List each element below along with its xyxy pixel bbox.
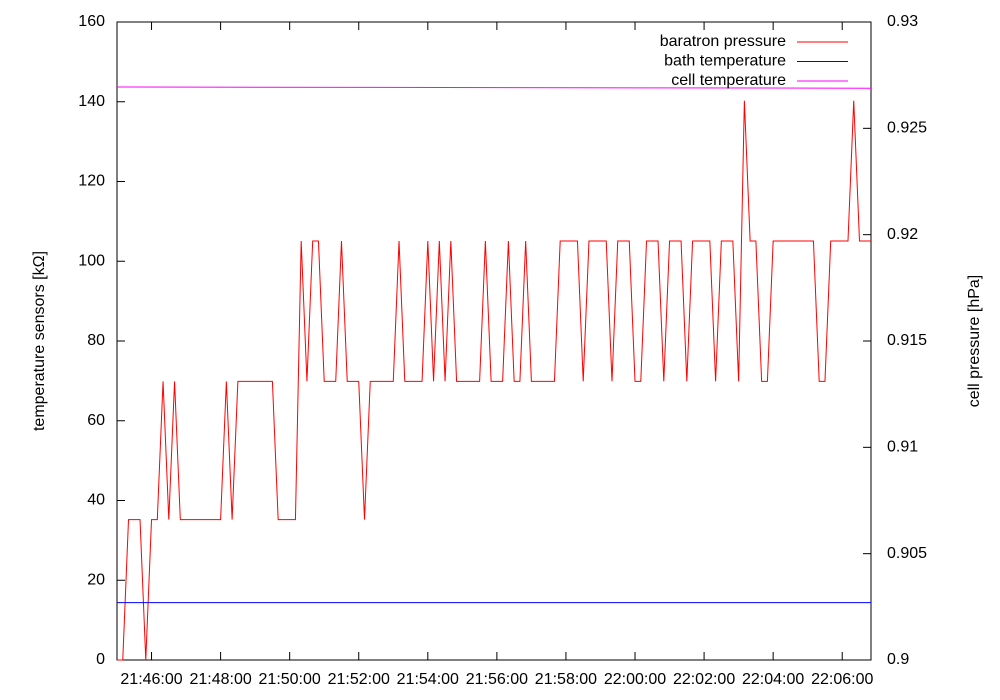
x-tick-label: 21:56:00 bbox=[466, 671, 528, 688]
x-tick-label: 21:52:00 bbox=[328, 671, 390, 688]
y2-tick-label: 0.905 bbox=[887, 545, 927, 562]
y-tick-label: 100 bbox=[78, 252, 105, 269]
y2-tick-label: 0.925 bbox=[887, 120, 927, 137]
legend-label: baratron pressure bbox=[660, 33, 786, 50]
x-tick-label: 22:04:00 bbox=[742, 671, 804, 688]
y2-axis-label: cell pressure [hPa] bbox=[966, 275, 983, 408]
x-tick-label: 21:58:00 bbox=[535, 671, 597, 688]
data-line bbox=[117, 100, 871, 661]
legend-label: bath temperature bbox=[664, 53, 786, 70]
y-tick-label: 160 bbox=[78, 13, 105, 30]
y-tick-label: 20 bbox=[87, 571, 105, 588]
x-tick-label: 21:48:00 bbox=[189, 671, 251, 688]
y-tick-label: 60 bbox=[87, 412, 105, 429]
y-tick-label: 40 bbox=[87, 492, 105, 509]
y-tick-label: 0 bbox=[96, 651, 105, 668]
y-tick-label: 120 bbox=[78, 173, 105, 190]
x-tick-label: 22:06:00 bbox=[811, 671, 873, 688]
x-tick-label: 21:46:00 bbox=[120, 671, 182, 688]
y-tick-label: 80 bbox=[87, 332, 105, 349]
y2-tick-label: 0.915 bbox=[887, 332, 927, 349]
x-tick-label: 22:00:00 bbox=[604, 671, 666, 688]
y2-tick-label: 0.9 bbox=[887, 651, 909, 668]
legend-label: cell temperature bbox=[671, 72, 786, 89]
data-line bbox=[116, 86, 872, 89]
y2-tick-label: 0.92 bbox=[887, 226, 918, 243]
x-tick-label: 21:54:00 bbox=[397, 671, 459, 688]
x-tick-label: 22:02:00 bbox=[673, 671, 735, 688]
y2-tick-label: 0.93 bbox=[887, 13, 918, 30]
x-tick-label: 21:50:00 bbox=[259, 671, 321, 688]
y2-tick-label: 0.91 bbox=[887, 439, 918, 456]
plot-frame bbox=[116, 21, 872, 661]
y-axis-label: temperature sensors [kΩ] bbox=[31, 251, 48, 431]
y-tick-label: 140 bbox=[78, 93, 105, 110]
